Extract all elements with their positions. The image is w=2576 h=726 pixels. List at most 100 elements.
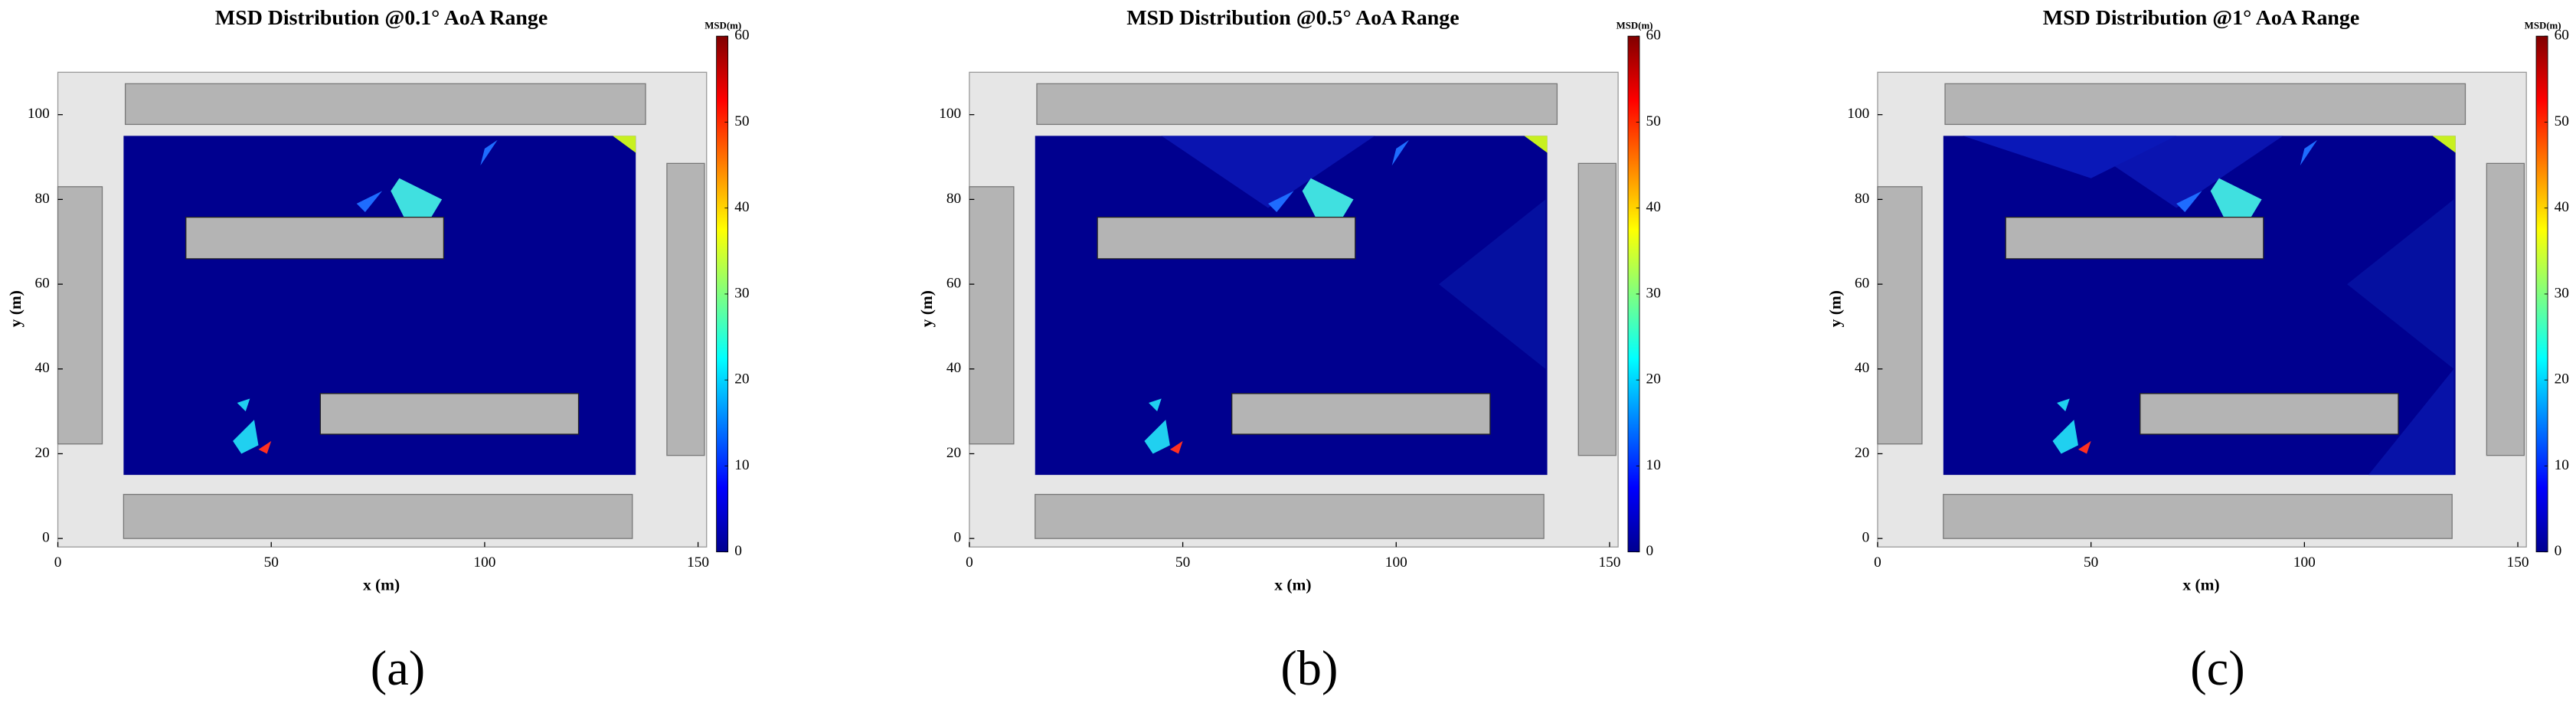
y-tick-label: 20 [35,445,50,461]
colorbar-tick-label: 20 [1646,371,1661,388]
y-axis-label: y (m) [6,290,25,327]
msd-patch [1149,398,1162,412]
msd-patch [233,420,259,454]
x-tick-label: 150 [1598,554,1620,571]
msd-patch [1268,191,1294,213]
y-tick-label: 60 [946,276,961,292]
y-tick-label: 80 [946,191,961,207]
msd-shade [1161,136,1375,208]
obstacle [1035,493,1545,539]
msd-patch [356,191,383,213]
chart-title: MSD Distribution @0.1° AoA Range [215,6,548,30]
y-tick-label: 40 [1855,360,1869,376]
colorbar-tick-label: 0 [2555,543,2562,559]
msd-patch [237,398,250,412]
colorbar-tick-label: 0 [734,543,742,559]
y-tick-label: 80 [35,191,50,207]
obstacle [124,83,646,126]
y-axis-label: y (m) [917,290,936,327]
msd-patch [480,139,498,166]
colorbar-tick-label: 50 [2555,113,2569,129]
y-tick-label: 40 [35,360,50,376]
x-tick-label: 0 [1874,554,1881,571]
colorbar-tick-label: 60 [734,28,749,44]
x-tick-label: 100 [1385,554,1407,571]
obstacle [1943,493,2453,539]
x-axis-label: x (m) [363,576,400,594]
msd-patch [1302,178,1354,242]
x-axis-label: x (m) [1274,576,1311,594]
x-tick-label: 100 [473,554,495,571]
obstacle [2140,393,2399,435]
msd-patch [2052,420,2078,454]
y-tick-label: 60 [1855,276,1869,292]
obstacle [1097,217,1356,260]
panel-caption: (b) [1280,641,1338,695]
colorbar-label: MSD(m) [1617,20,1653,31]
obstacle [1877,186,1923,445]
x-axis-label: x (m) [2182,576,2219,594]
obstacle [1036,83,1558,126]
panel-caption: (c) [2190,641,2244,695]
y-tick-label: 80 [1855,191,1869,207]
y-tick-label: 20 [1855,445,1869,461]
msd-shade [1439,199,1546,369]
y-tick-label: 40 [946,360,961,376]
y-axis-label: y (m) [1826,290,1844,327]
colorbar-label: MSD(m) [704,20,741,31]
y-tick-label: 0 [954,530,962,546]
msd-patch [2210,178,2262,242]
colorbar-tick-label: 40 [734,199,749,215]
x-tick-label: 150 [2507,554,2529,571]
msd-patch [1524,136,1548,153]
chart-title: MSD Distribution @1° AoA Range [2043,6,2359,30]
colorbar-tick-label: 40 [2555,199,2569,215]
y-tick-label: 0 [42,530,50,546]
obstacle [1577,162,1617,456]
msd-patch [1391,139,1409,166]
obstacle [1231,393,1491,435]
obstacle [969,186,1015,445]
msd-patch [2432,136,2456,153]
colorbar-tick-label: 10 [1646,457,1661,473]
colorbar-tick-label: 30 [1646,285,1661,301]
obstacle [319,393,580,435]
obstacle [185,217,445,260]
x-tick-label: 50 [264,554,279,571]
colorbar-label: MSD(m) [2525,20,2561,31]
panel-caption: (a) [371,641,425,695]
x-tick-label: 50 [2084,554,2098,571]
msd-shade [1963,136,2177,178]
y-tick-label: 100 [939,106,961,122]
chart-title: MSD Distribution @0.5° AoA Range [1126,6,1459,30]
obstacle [1944,83,2466,126]
msd-shade [2347,199,2454,369]
obstacle [123,493,633,539]
msd-shade [2368,368,2454,476]
colorbar-tick-label: 30 [2555,285,2569,301]
colorbar-tick-label: 20 [734,371,749,388]
msd-patch [2176,191,2202,213]
x-tick-label: 0 [966,554,973,571]
colorbar-tick-label: 10 [734,457,749,473]
y-tick-label: 20 [946,445,961,461]
x-tick-label: 50 [1175,554,1190,571]
obstacle [57,186,103,445]
colorbar-tick-label: 50 [1646,113,1661,129]
colorbar-tick-label: 50 [734,113,749,129]
colorbar-tick-label: 60 [1646,28,1661,44]
msd-patch [1169,440,1183,454]
colorbar-tick-label: 40 [1646,199,1661,215]
y-tick-label: 60 [35,276,50,292]
x-tick-label: 100 [2293,554,2316,571]
msd-patch [1144,420,1170,454]
colorbar-tick-label: 0 [1646,543,1654,559]
msd-patch [391,178,443,242]
colorbar-tick-label: 10 [2555,457,2569,473]
y-tick-label: 0 [1862,530,1870,546]
obstacle [2486,162,2525,456]
